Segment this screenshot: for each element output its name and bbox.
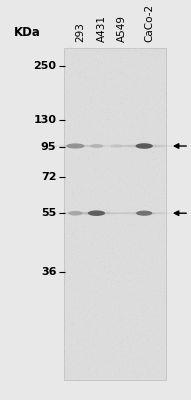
Text: 250: 250 — [33, 61, 56, 71]
Ellipse shape — [136, 143, 153, 149]
Text: 130: 130 — [33, 115, 56, 125]
Text: A549: A549 — [117, 15, 126, 42]
Ellipse shape — [124, 212, 164, 214]
Ellipse shape — [53, 145, 98, 147]
Ellipse shape — [90, 144, 103, 148]
Ellipse shape — [80, 145, 113, 147]
Ellipse shape — [110, 144, 123, 148]
Ellipse shape — [65, 212, 86, 214]
Bar — [64, 48, 166, 380]
Ellipse shape — [64, 212, 129, 214]
Ellipse shape — [68, 211, 83, 216]
Ellipse shape — [62, 145, 89, 147]
Ellipse shape — [132, 212, 156, 214]
Ellipse shape — [57, 212, 93, 214]
Text: A431: A431 — [96, 15, 106, 42]
Ellipse shape — [48, 212, 103, 214]
Text: KDa: KDa — [14, 26, 41, 38]
Text: 36: 36 — [41, 267, 56, 277]
Ellipse shape — [113, 212, 175, 214]
Ellipse shape — [41, 145, 110, 147]
Ellipse shape — [88, 210, 105, 216]
Text: 293: 293 — [75, 22, 85, 42]
Ellipse shape — [75, 212, 118, 214]
Text: 72: 72 — [41, 172, 56, 182]
Ellipse shape — [86, 145, 107, 147]
Ellipse shape — [136, 210, 152, 216]
Ellipse shape — [112, 144, 177, 148]
Text: 55: 55 — [41, 208, 56, 218]
Text: 95: 95 — [41, 142, 56, 152]
Text: CaCo-2: CaCo-2 — [144, 4, 154, 42]
Ellipse shape — [71, 145, 122, 147]
Ellipse shape — [123, 144, 166, 148]
Ellipse shape — [131, 144, 157, 148]
Ellipse shape — [66, 143, 85, 149]
Ellipse shape — [84, 212, 109, 214]
